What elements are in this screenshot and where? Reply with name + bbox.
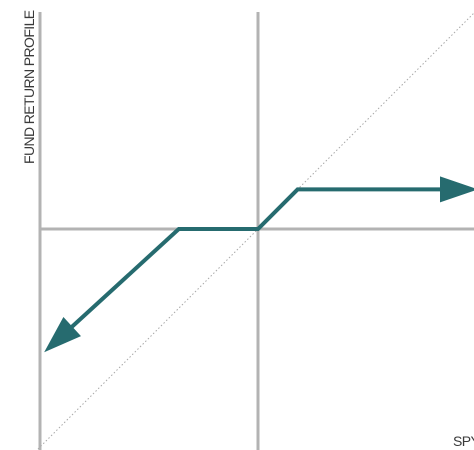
series-layer [44,176,474,353]
right-arrowhead [440,176,474,203]
y-axis-label: FUND RETURN PROFILE [21,10,37,164]
left-arrowhead [44,316,81,353]
x-axis-label: SPY [453,433,474,449]
